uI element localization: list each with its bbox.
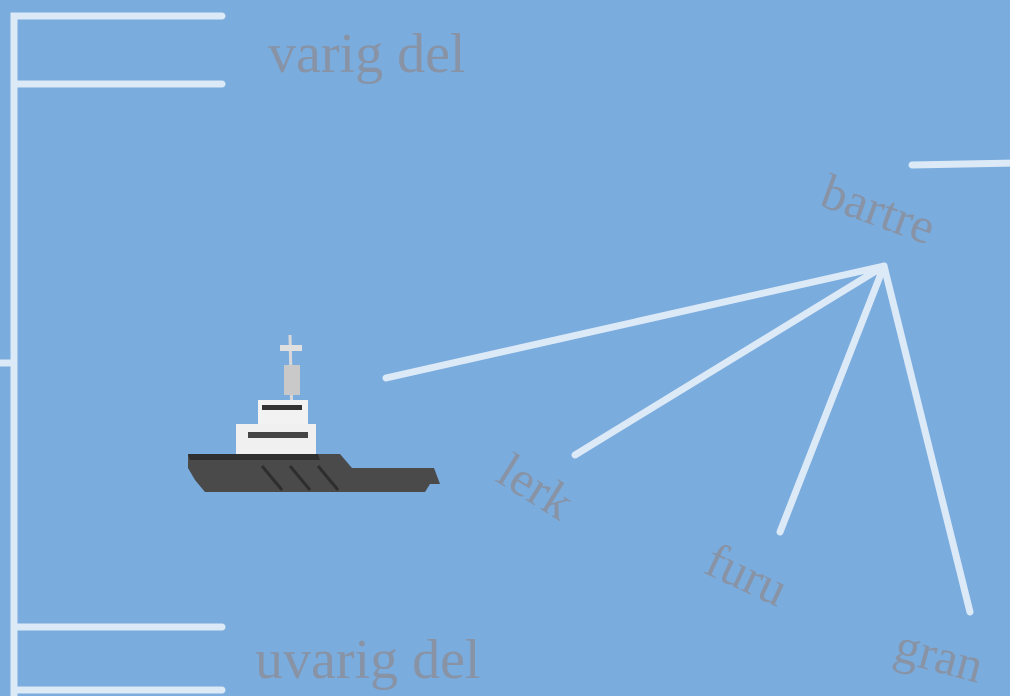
bottom-label: uvarig del [255,629,480,691]
diagram: varig del uvarig del bartre lerk furu gr… [0,0,1010,696]
page: varig del uvarig del bartre lerk furu gr… [0,0,1010,696]
top-label: varig del [268,23,465,85]
connector-line [912,163,1010,165]
